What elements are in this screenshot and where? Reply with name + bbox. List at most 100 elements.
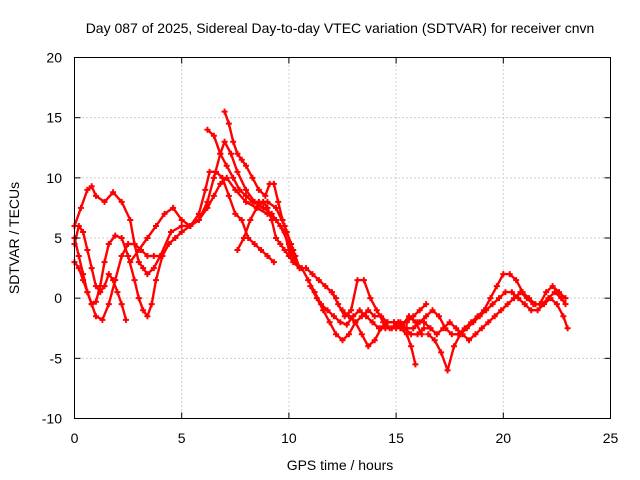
data-point <box>283 228 290 235</box>
data-point <box>506 271 513 278</box>
data-point <box>450 343 457 350</box>
data-point <box>262 192 269 199</box>
x-tick-label: 0 <box>71 430 79 446</box>
data-point <box>101 198 108 205</box>
data-point <box>172 235 179 241</box>
data-point <box>298 265 305 272</box>
data-point <box>202 186 209 193</box>
data-point <box>470 319 477 326</box>
data-point <box>429 307 436 314</box>
data-point <box>493 283 500 290</box>
data-point <box>307 283 314 290</box>
data-point <box>444 367 451 374</box>
data-point <box>236 186 243 193</box>
data-point <box>416 307 423 314</box>
data-point <box>440 325 447 332</box>
y-axis-label: SDTVAR / TECUs <box>6 182 22 294</box>
data-point <box>528 307 535 314</box>
data-point <box>243 162 250 169</box>
data-point <box>547 295 554 302</box>
data-point <box>465 337 472 344</box>
data-point <box>408 343 415 350</box>
data-point <box>217 150 224 157</box>
data-point <box>399 321 406 328</box>
series-arc-12 <box>339 307 419 368</box>
series-arc-15 <box>414 283 569 344</box>
data-point <box>118 198 125 205</box>
data-point <box>348 307 355 314</box>
data-point <box>131 241 138 248</box>
data-point <box>305 277 312 284</box>
data-point <box>412 361 419 368</box>
data-point <box>105 301 112 308</box>
data-point <box>418 331 425 338</box>
series-arc-14 <box>425 289 571 374</box>
data-point <box>150 253 157 260</box>
data-point <box>178 228 185 235</box>
data-point <box>167 228 174 235</box>
series-arc-7 <box>221 108 299 260</box>
data-point <box>414 319 421 326</box>
data-point <box>367 295 374 302</box>
data-point <box>339 307 346 314</box>
data-point <box>285 253 292 260</box>
data-point <box>131 277 138 284</box>
data-point <box>210 192 217 199</box>
data-point <box>435 313 442 320</box>
data-point <box>110 277 117 284</box>
data-point <box>476 313 483 320</box>
data-point <box>178 222 185 229</box>
data-point <box>564 325 571 332</box>
data-point <box>144 235 151 241</box>
data-point <box>187 222 194 229</box>
data-point <box>84 247 91 254</box>
data-point <box>498 307 505 314</box>
data-point <box>264 204 271 211</box>
data-point <box>292 259 299 266</box>
data-point <box>343 321 350 328</box>
y-tick-label: 0 <box>54 290 62 306</box>
data-point <box>223 162 230 169</box>
data-point <box>438 349 445 356</box>
data-point <box>88 265 95 272</box>
data-point <box>358 313 365 320</box>
data-point <box>84 289 91 296</box>
data-point <box>459 331 466 338</box>
data-point <box>534 307 541 314</box>
data-point <box>369 319 376 326</box>
data-point <box>255 186 262 193</box>
data-point <box>118 301 125 308</box>
data-point <box>320 307 327 314</box>
data-point <box>195 216 202 223</box>
data-point <box>386 325 393 332</box>
data-point <box>264 253 271 260</box>
data-point <box>240 235 247 241</box>
data-point <box>288 241 295 248</box>
data-point <box>496 295 503 302</box>
data-point <box>339 337 346 344</box>
data-point <box>170 204 177 211</box>
data-point <box>378 325 385 332</box>
data-point <box>273 204 280 211</box>
data-point <box>217 180 224 187</box>
data-point <box>502 289 509 296</box>
data-point <box>483 307 490 314</box>
data-point <box>204 126 211 133</box>
y-tick-label: 5 <box>54 230 62 246</box>
data-point <box>157 253 164 260</box>
data-point <box>277 241 284 248</box>
data-point <box>472 331 479 338</box>
data-point <box>75 265 82 272</box>
data-point <box>135 295 142 302</box>
data-point <box>333 331 340 338</box>
data-point <box>489 301 496 308</box>
x-tick-label: 20 <box>496 430 512 446</box>
data-point <box>420 319 427 326</box>
series-line <box>223 110 297 258</box>
data-point <box>448 331 455 338</box>
data-point <box>328 289 335 296</box>
data-point <box>431 337 438 344</box>
data-point <box>371 313 378 320</box>
y-tick-label: 10 <box>46 170 62 186</box>
data-point <box>125 241 132 248</box>
